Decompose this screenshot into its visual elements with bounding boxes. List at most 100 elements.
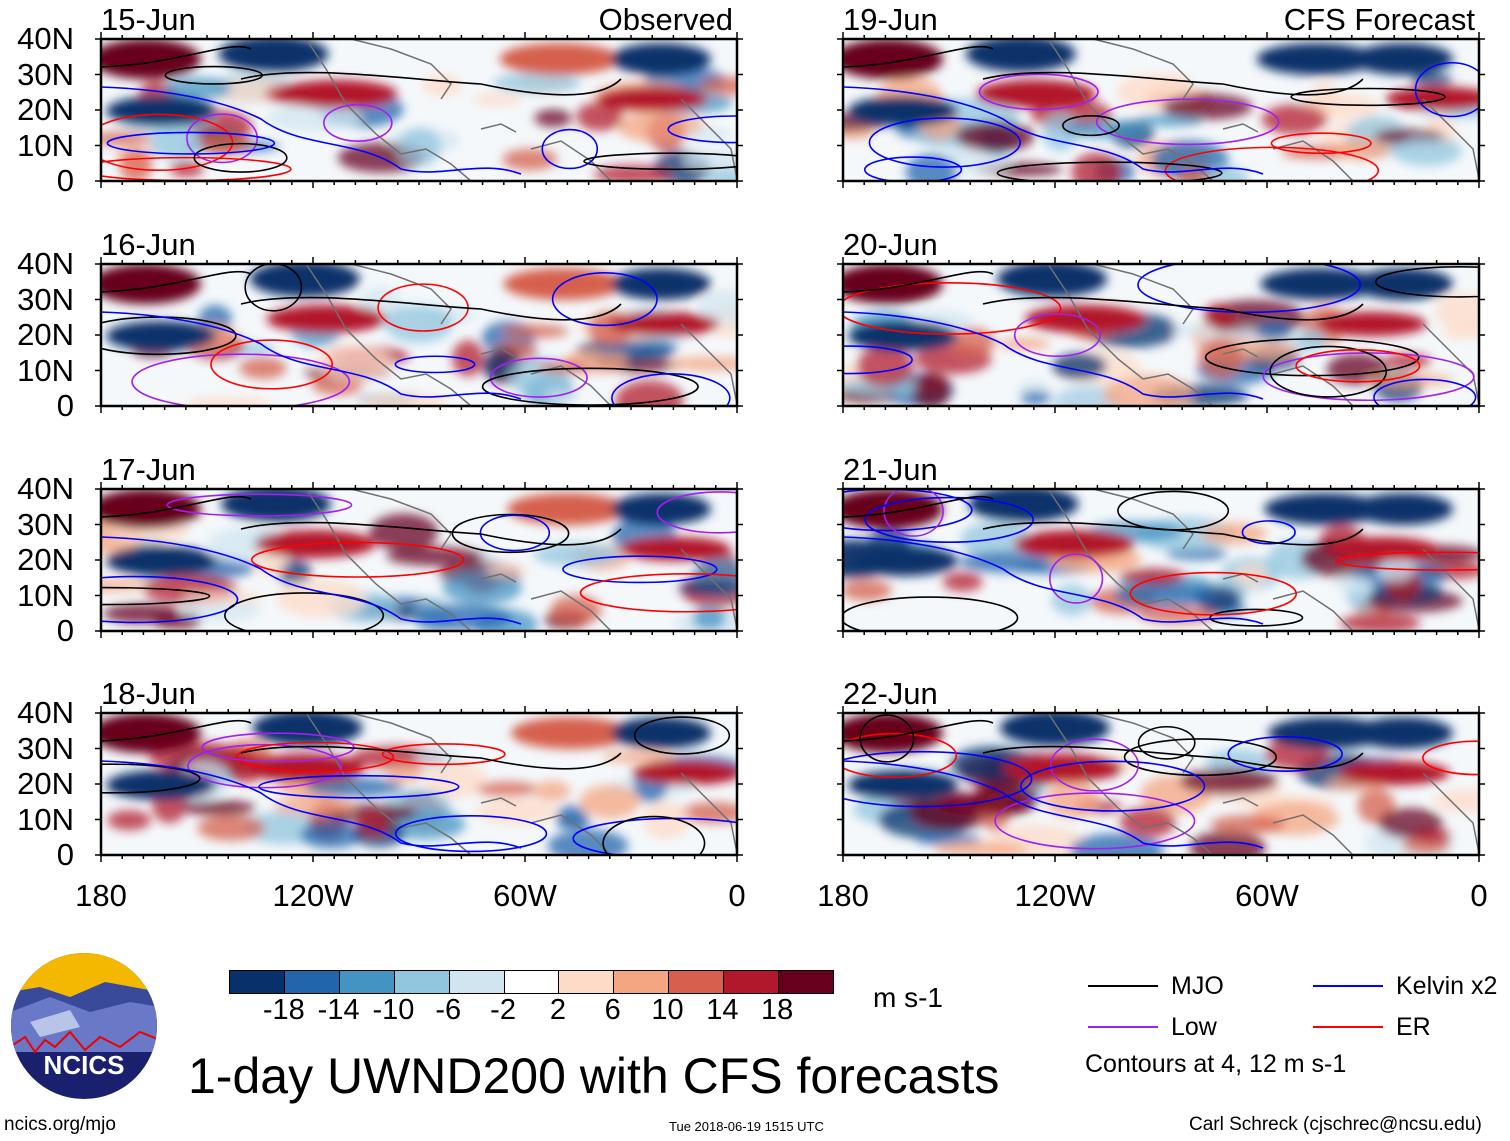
- wind-anomaly-region: [452, 340, 485, 377]
- kelvin-contour: [843, 345, 913, 375]
- colorbar-label: 6: [604, 994, 621, 1026]
- y-tick-label: 0: [56, 388, 74, 423]
- wind-anomaly-region: [507, 493, 628, 525]
- kelvin-contour: [101, 311, 522, 400]
- wind-anomaly-region: [704, 168, 737, 181]
- colorbar-label: -6: [435, 994, 462, 1026]
- wind-anomaly-region: [413, 604, 512, 631]
- wind-anomaly-region: [106, 96, 216, 126]
- coastline: [1047, 713, 1479, 855]
- y-tick-label: 20N: [17, 317, 74, 352]
- er-contour: [843, 732, 958, 779]
- mjo-contour: [583, 152, 737, 171]
- wind-anomaly-region: [415, 747, 459, 769]
- colorbar-label: 14: [706, 994, 739, 1026]
- y-tick-label: 10N: [17, 801, 74, 837]
- low-contour: [1095, 98, 1280, 146]
- map-panel: [95, 482, 743, 638]
- map-panel: [837, 257, 1485, 413]
- wind-anomaly-region: [555, 816, 592, 829]
- legend-label: Kelvin x2: [1396, 972, 1498, 1000]
- wind-anomaly-region: [101, 579, 151, 592]
- wind-anomaly-region: [398, 127, 442, 166]
- colorbar-label: 10: [651, 994, 684, 1026]
- colorbar-swatch: [393, 971, 449, 993]
- low-contour: [489, 357, 588, 398]
- footer-url[interactable]: ncics.org/mjo: [4, 1114, 116, 1135]
- kelvin-contour: [101, 575, 239, 624]
- wind-anomaly-region: [616, 111, 705, 143]
- wind-anomaly-region: [615, 380, 684, 406]
- colorbar-swatch: [338, 971, 394, 993]
- coastline: [305, 489, 737, 631]
- wind-anomaly-region: [1434, 293, 1479, 331]
- kelvin-contour: [551, 272, 658, 327]
- wind-anomaly-region: [550, 595, 602, 626]
- wind-anomaly-region: [631, 761, 737, 785]
- legend-label: MJO: [1171, 972, 1224, 1000]
- wind-anomaly-region: [533, 542, 622, 567]
- mjo-contour: [602, 815, 706, 855]
- y-tick-label: 30N: [17, 281, 74, 317]
- coastline: [305, 264, 737, 406]
- wind-anomaly-region: [499, 43, 620, 75]
- mjo-contour: [843, 719, 1364, 770]
- x-tick-label: 60W: [1235, 878, 1299, 913]
- wind-anomaly-region: [101, 39, 201, 79]
- low-contour: [131, 353, 351, 406]
- mjo-contour: [843, 495, 1364, 546]
- wind-anomaly-region: [384, 304, 453, 343]
- kelvin-contour: [541, 128, 599, 170]
- low-contour: [994, 792, 1196, 850]
- mjo-contour: [1290, 87, 1446, 107]
- wind-anomaly-region: [184, 590, 265, 605]
- wind-anomaly-region: [909, 791, 994, 830]
- mjo-contour: [1204, 338, 1420, 377]
- wind-anomaly-region: [1179, 767, 1279, 795]
- legend-line-mjo: [1088, 985, 1158, 987]
- wind-shading: [843, 489, 1479, 631]
- wind-anomaly-region: [471, 92, 523, 107]
- colorbar-swatch: [668, 971, 724, 993]
- kelvin-contour: [1414, 61, 1479, 118]
- wind-anomaly-region: [421, 74, 463, 97]
- kelvin-contour: [394, 814, 548, 853]
- wind-anomaly-region: [698, 289, 737, 325]
- wind-anomaly-region: [1020, 391, 1052, 405]
- colorbar-label: 2: [549, 994, 566, 1026]
- units-label: m s-1: [873, 982, 943, 1013]
- low-contour: [187, 743, 343, 789]
- er-contour: [210, 339, 333, 390]
- wind-anomaly-region: [1003, 754, 1124, 782]
- wind-anomaly-region: [484, 564, 528, 577]
- legend-label: Low: [1171, 1013, 1217, 1041]
- mjo-contour: [244, 264, 303, 312]
- wind-anomaly-region: [101, 713, 201, 753]
- wind-anomaly-region: [960, 521, 1032, 559]
- wind-anomaly-region: [107, 810, 152, 831]
- kelvin-contour: [864, 496, 1034, 544]
- map-panel: [95, 257, 743, 413]
- x-tick-label: 0: [1470, 878, 1488, 913]
- wind-anomaly-region: [1045, 780, 1100, 819]
- legend-line-low: [1088, 1026, 1158, 1028]
- wind-shading: [843, 713, 1479, 855]
- kelvin-contour: [562, 555, 718, 584]
- legend-label: ER: [1396, 1013, 1431, 1041]
- coastline: [305, 39, 737, 181]
- wind-anomaly-region: [1440, 326, 1479, 340]
- er-contour: [381, 743, 506, 766]
- mjo-contour: [451, 513, 570, 554]
- kelvin-contour: [1020, 760, 1206, 812]
- low-contour: [166, 493, 353, 517]
- panel-date: 18-Jun: [101, 676, 196, 711]
- wind-anomaly-region: [101, 489, 201, 529]
- wind-anomaly-region: [1413, 828, 1452, 843]
- wind-anomaly-region: [101, 264, 201, 304]
- wind-anomaly-region: [475, 797, 557, 825]
- mjo-contour: [1209, 608, 1304, 627]
- wind-anomaly-region: [611, 717, 711, 749]
- wind-anomaly-region: [942, 572, 983, 592]
- wind-anomaly-region: [611, 493, 711, 525]
- wind-anomaly-region: [181, 799, 256, 816]
